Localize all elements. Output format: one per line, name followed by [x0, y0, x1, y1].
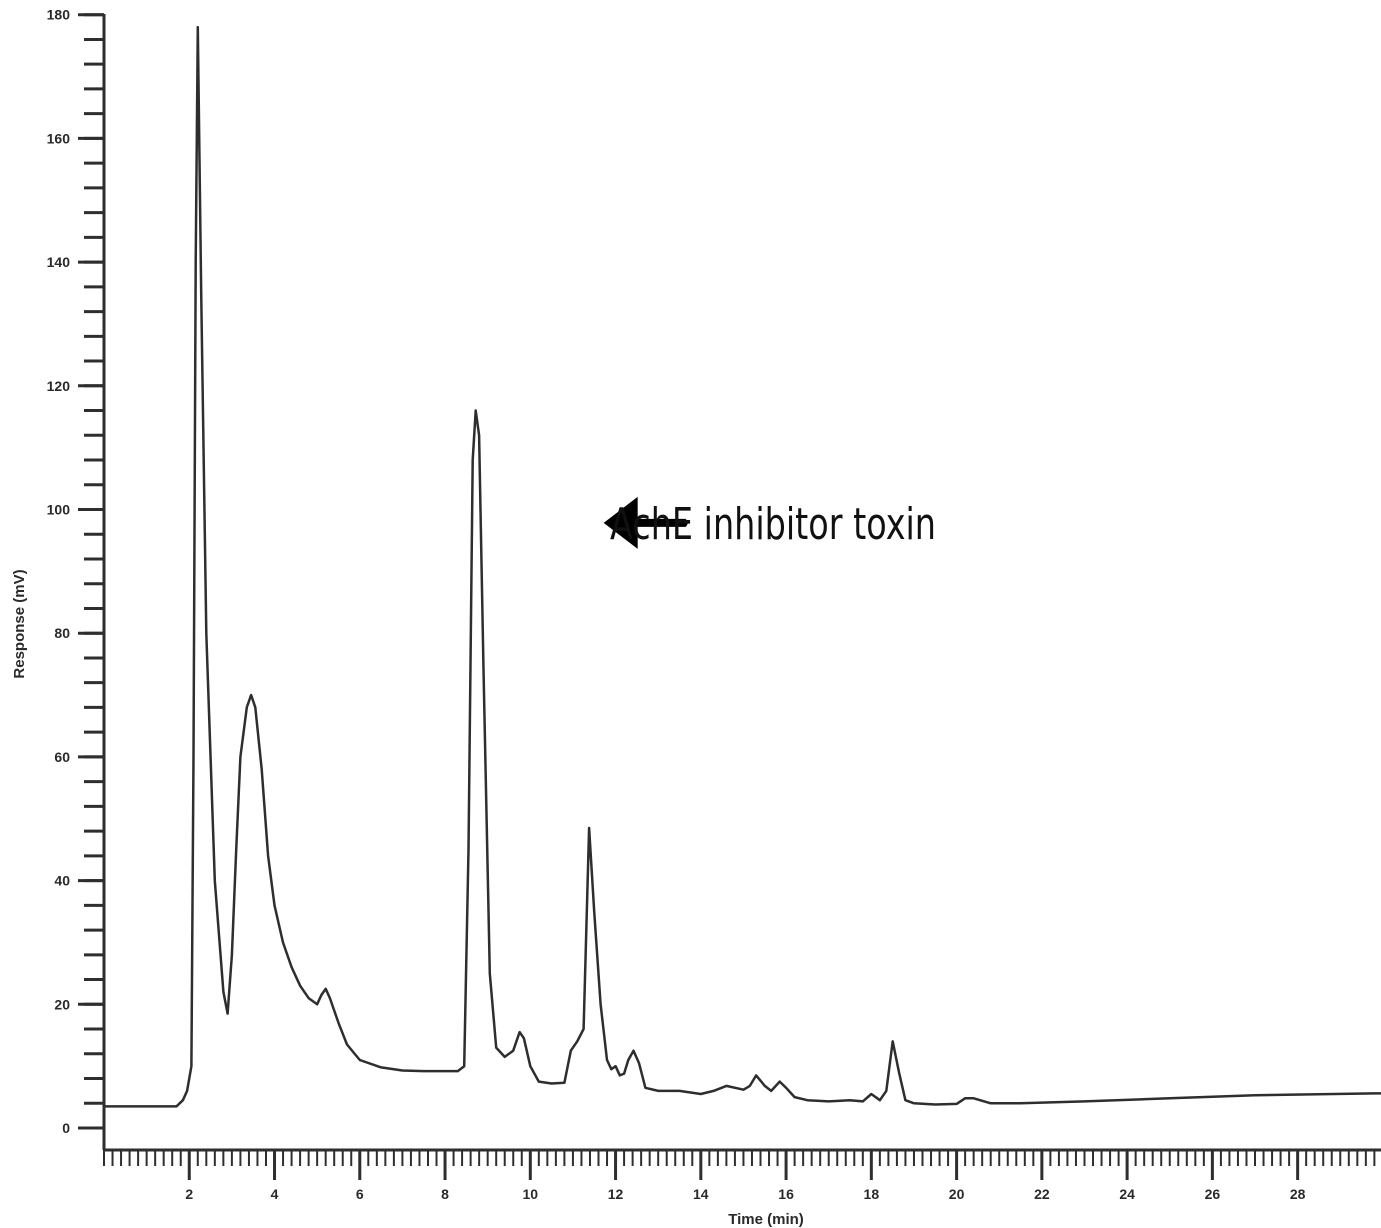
y-tick-label: 180 — [47, 7, 71, 23]
y-tick-label: 60 — [54, 749, 70, 765]
x-tick-label: 18 — [864, 1186, 880, 1202]
y-axis-tick-labels: 0 20 40 60 80 100 120 140 160 180 — [47, 7, 71, 1136]
x-tick-label: 4 — [271, 1186, 279, 1202]
x-tick-label: 14 — [693, 1186, 709, 1202]
y-axis-minor-ticks — [78, 13, 104, 1130]
x-tick-label: 26 — [1205, 1186, 1221, 1202]
x-tick-label: 10 — [523, 1186, 539, 1202]
y-tick-label: 100 — [47, 502, 71, 518]
y-tick-label: 0 — [62, 1120, 70, 1136]
x-tick-label: 12 — [608, 1186, 624, 1202]
x-axis-tick-labels: 2 4 6 8 10 12 14 16 18 20 22 24 26 28 — [185, 1186, 1305, 1202]
x-axis-title: Time (min) — [728, 1211, 804, 1228]
x-tick-label: 8 — [441, 1186, 449, 1202]
y-tick-label: 20 — [54, 996, 70, 1012]
x-tick-label: 6 — [356, 1186, 364, 1202]
y-axis-title: Response (mV) — [11, 569, 28, 678]
annotation-label: AchE inhibitor toxin — [610, 499, 936, 550]
x-tick-label: 24 — [1119, 1186, 1135, 1202]
x-axis-minor-ticks — [103, 1150, 1376, 1180]
arrow-left-icon — [603, 496, 688, 549]
x-tick-label: 2 — [185, 1186, 193, 1202]
x-tick-label: 16 — [778, 1186, 794, 1202]
x-tick-label: 20 — [949, 1186, 965, 1202]
y-tick-label: 80 — [54, 625, 70, 641]
chromatogram-trace — [102, 25, 1381, 1108]
y-tick-label: 120 — [47, 378, 71, 394]
annotation: AchE inhibitor toxin — [603, 496, 936, 550]
y-tick-label: 140 — [47, 254, 71, 270]
y-tick-label: 40 — [54, 873, 70, 889]
x-tick-label: 22 — [1034, 1186, 1050, 1202]
x-tick-label: 28 — [1290, 1186, 1306, 1202]
y-tick-label: 160 — [47, 130, 71, 146]
